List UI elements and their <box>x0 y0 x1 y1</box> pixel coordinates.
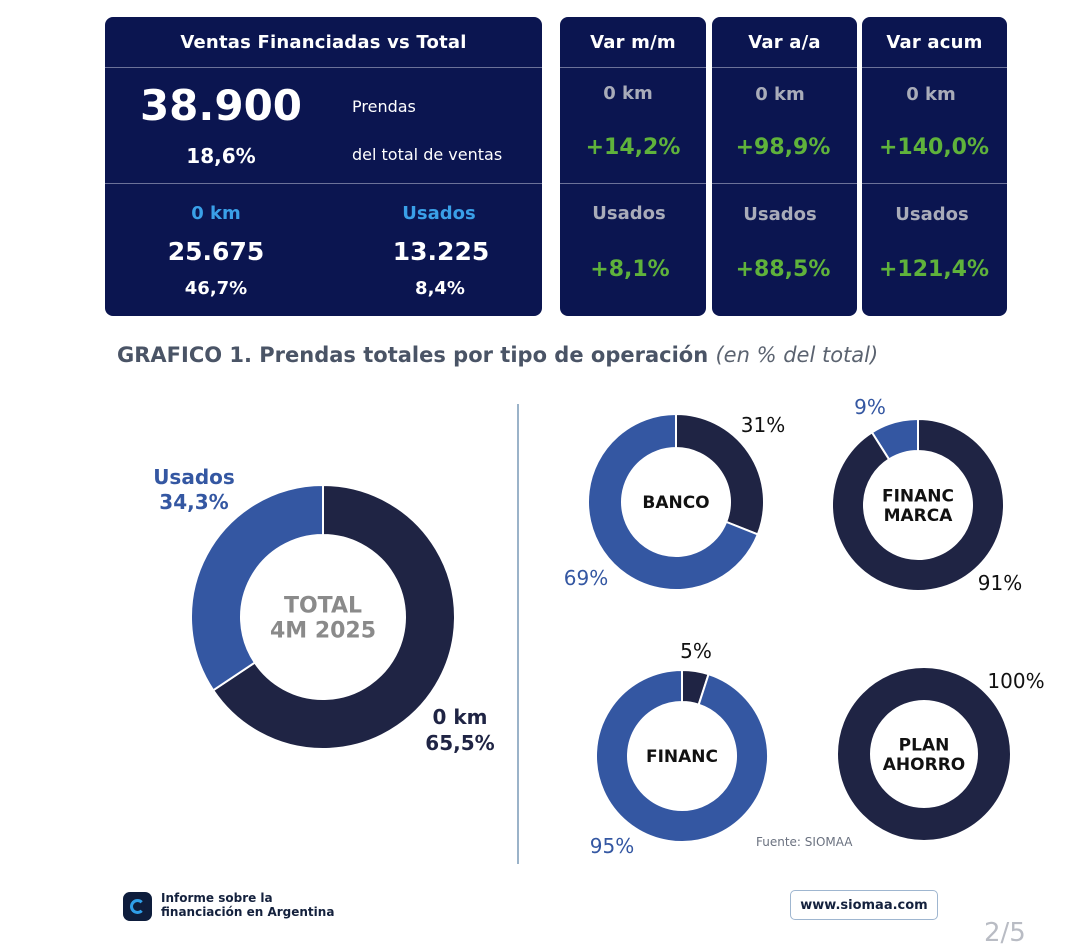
report-title: Informe sobre la financiación en Argenti… <box>161 891 334 919</box>
series-label-0km: 0 km <box>432 705 487 729</box>
donut-slice-large <box>595 668 769 843</box>
okm-pct: 46,7% <box>184 278 248 299</box>
var-card-mm: Var m/m 0 km +14,2% Usados +8,1% <box>560 17 706 316</box>
divider <box>712 67 857 68</box>
source-note: Fuente: SIOMAA <box>756 835 853 849</box>
value-label-ahorro: 100% <box>987 669 1044 693</box>
var-card-aa: Var a/a 0 km +98,9% Usados +88,5% <box>712 17 857 316</box>
donut-slice-small <box>681 668 710 706</box>
donut-center-label: TOTAL <box>284 593 362 618</box>
okm-variation: +98,9% <box>735 135 831 160</box>
usados-variation: +121,4% <box>878 257 990 282</box>
donut-center-label: MARCA <box>884 506 954 526</box>
section-title: GRAFICO 1. Prendas totales por tipo de o… <box>117 343 878 367</box>
divider <box>105 67 542 68</box>
usados-label: Usados <box>743 204 817 225</box>
summary-card-title: Ventas Financiadas vs Total <box>180 31 467 53</box>
value-label-0km: 65,5% <box>425 731 494 755</box>
okm-label: 0 km <box>906 84 956 105</box>
value-label-marca-small: 9% <box>854 395 886 419</box>
donut-slice <box>838 668 1010 840</box>
divider <box>105 183 542 184</box>
donut-center-label: AHORRO <box>883 755 965 775</box>
divider <box>862 67 1007 68</box>
donut-slice-0km <box>211 483 456 750</box>
donut-slice-small <box>675 412 765 536</box>
var-card-acum: Var acum 0 km +140,0% Usados +121,4% <box>862 17 1007 316</box>
total-value: 38.900 <box>139 81 303 130</box>
usados-pct: 8,4% <box>415 278 465 299</box>
value-label-banco-large: 69% <box>564 566 608 590</box>
donut-center-label: PLAN <box>899 735 950 755</box>
page-number: 2/5 <box>984 918 1026 948</box>
value-label-marca-large: 91% <box>978 571 1022 595</box>
report-title-line: Informe sobre la <box>161 891 273 905</box>
donut-slice-small <box>870 417 919 461</box>
value-label-financ-large: 95% <box>590 834 634 858</box>
divider <box>862 183 1007 184</box>
donut-center-label: FINANC <box>882 486 954 506</box>
share-value: 18,6% <box>186 144 256 168</box>
share-label: del total de ventas <box>352 145 503 164</box>
report-title-line: financiación en Argentina <box>161 905 335 919</box>
chart-title: GRAFICO 1. Prendas totales por tipo de o… <box>117 343 709 367</box>
usados-label: Usados <box>402 203 476 224</box>
var-card-title: Var a/a <box>748 31 821 53</box>
okm-variation: +14,2% <box>585 135 681 160</box>
donut-slice-usados <box>190 483 324 692</box>
okm-label: 0 km <box>191 203 241 224</box>
value-label-usados: 34,3% <box>159 490 228 514</box>
donut-center-label: 4M 2025 <box>270 619 376 644</box>
var-card-title: Var acum <box>886 31 983 53</box>
usados-variation: +8,1% <box>590 257 670 282</box>
okm-variation: +140,0% <box>878 135 990 160</box>
total-unit: Prendas <box>352 97 416 116</box>
divider <box>712 183 857 184</box>
donut-center-label: FINANC <box>646 747 718 767</box>
usados-label: Usados <box>895 204 969 225</box>
value-label-banco-small: 31% <box>741 413 785 437</box>
value-label-financ-small: 5% <box>680 639 712 663</box>
summary-card: Ventas Financiadas vs Total 38.900 Prend… <box>105 17 542 316</box>
okm-label: 0 km <box>603 83 653 104</box>
usados-variation: +88,5% <box>735 257 831 282</box>
divider <box>560 67 706 68</box>
website-link[interactable]: www.siomaa.com <box>790 890 938 920</box>
donut-slice-large <box>831 417 1005 592</box>
usados-value: 13.225 <box>392 237 490 266</box>
donut-center-label: BANCO <box>642 493 709 513</box>
divider <box>560 183 706 184</box>
series-label-usados: Usados <box>153 465 235 489</box>
logo-icon <box>123 892 152 921</box>
var-card-title: Var m/m <box>590 31 676 53</box>
vertical-divider <box>517 404 519 864</box>
okm-label: 0 km <box>755 84 805 105</box>
donut-slice-large <box>587 412 760 591</box>
usados-label: Usados <box>592 203 666 224</box>
okm-value: 25.675 <box>167 237 265 266</box>
chart-subtitle: (en % del total) <box>715 343 879 367</box>
